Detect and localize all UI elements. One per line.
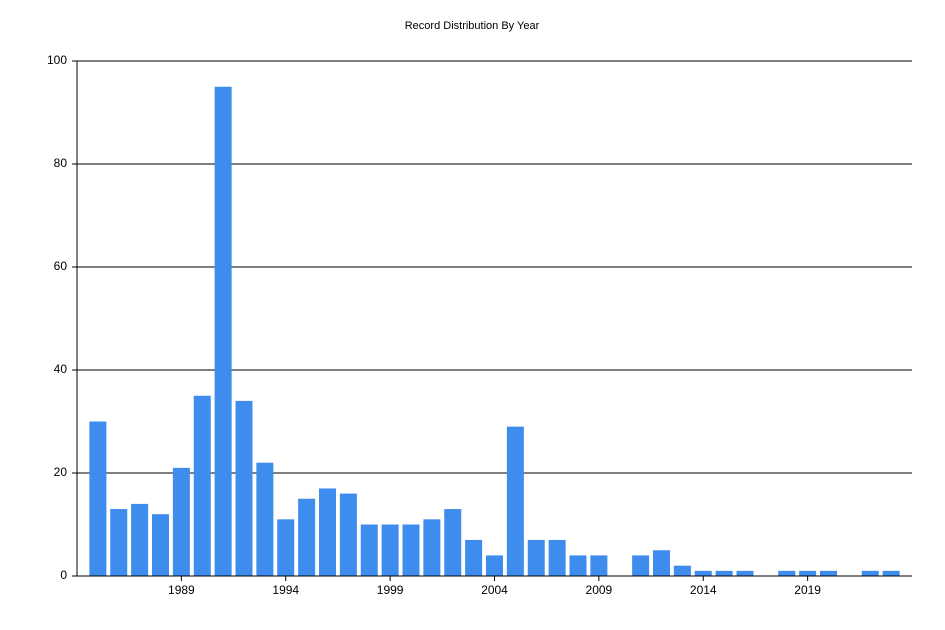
bar <box>423 519 441 576</box>
bar <box>527 539 545 576</box>
y-tick-label: 40 <box>54 362 68 376</box>
bar <box>736 570 754 576</box>
bar <box>381 524 399 576</box>
bar <box>89 421 107 576</box>
chart-title: Record Distribution By Year <box>405 20 540 32</box>
bar <box>506 426 524 576</box>
bar <box>465 539 483 576</box>
bar <box>172 467 190 576</box>
x-tick-label: 2004 <box>481 583 508 597</box>
bar <box>590 555 608 576</box>
x-tick-label: 1994 <box>272 583 299 597</box>
y-tick-label: 80 <box>54 156 68 170</box>
bar <box>694 570 712 576</box>
bar <box>778 570 796 576</box>
x-tick-label: 2014 <box>690 583 717 597</box>
bar <box>214 86 232 576</box>
bar <box>339 493 357 576</box>
x-tick-label: 1999 <box>377 583 404 597</box>
bar <box>548 539 566 576</box>
bar <box>131 503 149 576</box>
bar <box>799 570 817 576</box>
y-tick-label: 100 <box>47 53 67 67</box>
bar <box>235 400 253 576</box>
bar <box>861 570 879 576</box>
bar <box>882 570 900 576</box>
bar <box>653 550 670 576</box>
x-tick-label: 1989 <box>168 583 195 597</box>
y-tick-label: 20 <box>54 465 68 479</box>
bar <box>152 514 169 576</box>
bar <box>402 524 420 576</box>
bar <box>486 555 503 576</box>
bar <box>632 555 650 576</box>
y-tick-label: 0 <box>60 568 67 582</box>
x-tick-label: 2019 <box>794 583 821 597</box>
bar <box>277 519 295 576</box>
bar <box>256 462 274 576</box>
bar <box>360 524 378 576</box>
bar <box>110 509 128 576</box>
bar <box>193 395 211 576</box>
x-tick-label: 2009 <box>586 583 613 597</box>
bar <box>569 555 587 576</box>
bar <box>673 565 691 576</box>
bar <box>298 498 316 576</box>
bar <box>820 570 837 576</box>
bar <box>319 488 336 576</box>
bar <box>715 570 733 576</box>
bar <box>444 509 462 576</box>
y-tick-label: 60 <box>54 259 68 273</box>
